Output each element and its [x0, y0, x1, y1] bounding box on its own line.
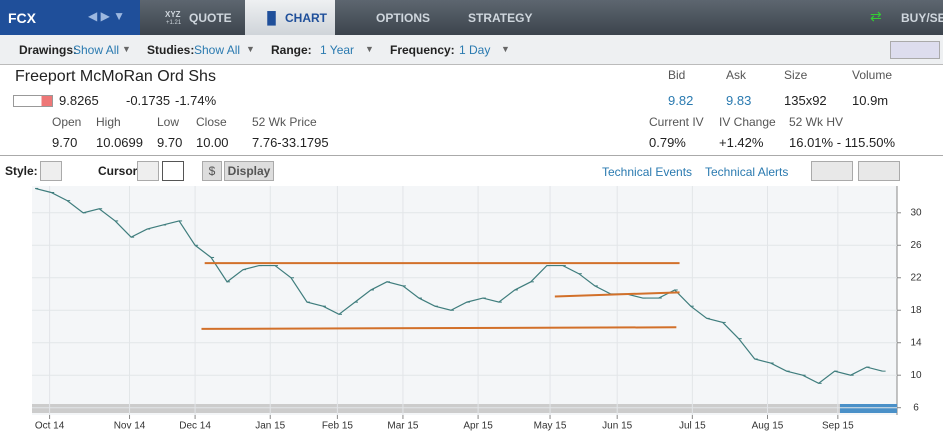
zoom-button[interactable]: [811, 161, 853, 181]
symbol-box[interactable]: [0, 0, 140, 35]
quote-icon-sub: +1.21: [166, 20, 182, 26]
stat-value: 9.70: [157, 135, 183, 150]
x-tick-label: Dec 14: [179, 421, 211, 432]
price-line: [35, 187, 883, 385]
stat-header: Open: [52, 115, 82, 129]
x-tick-label: May 15: [534, 421, 567, 432]
x-tick-label: Mar 15: [387, 421, 419, 432]
symbol[interactable]: FCX: [8, 10, 36, 26]
change: -0.1735: [126, 93, 171, 108]
y-tick-label: 10: [910, 370, 922, 381]
caret: ▼: [122, 44, 131, 54]
scrollbar[interactable]: [32, 404, 897, 413]
studies-select[interactable]: Show All: [194, 43, 241, 57]
style-label: Style:: [5, 164, 38, 178]
technical-alerts[interactable]: Technical Alerts: [705, 165, 789, 179]
tab[interactable]: CHART: [285, 11, 327, 25]
trendline: [554, 291, 680, 298]
divider: [0, 155, 943, 156]
trade-icon: ⇄: [870, 8, 882, 24]
x-tick-label: Aug 15: [752, 421, 784, 432]
display-button[interactable]: Display: [224, 161, 274, 181]
x-tick-label: Jul 15: [679, 421, 706, 432]
stat-value: 10.0699: [96, 135, 143, 150]
stat-value: 9.83: [726, 93, 752, 108]
frequency-label: Frequency:: [390, 43, 455, 57]
stat-value: 135x92: [784, 93, 827, 108]
frequency-select[interactable]: 1 Day: [459, 43, 491, 57]
x-tick-label: Oct 14: [35, 421, 65, 432]
nav-arrows[interactable]: ◀ ▶ ▼: [88, 9, 126, 23]
trendline: [201, 326, 677, 330]
stat-value: 10.9m: [852, 93, 889, 108]
x-tick-label: Sep 15: [822, 421, 854, 432]
tab[interactable]: STRATEGY: [468, 11, 533, 25]
stat-value: +1.42%: [719, 135, 764, 150]
tab-bar: [0, 0, 943, 35]
drawings-label: Drawings:: [19, 43, 78, 57]
cursor-label: Cursor:: [98, 164, 142, 178]
stat-header: High: [96, 115, 121, 129]
stat-value: 0.79%: [649, 135, 686, 150]
caret: ▼: [501, 44, 510, 54]
active-tab-bg: [245, 0, 335, 35]
security-name: Freeport McMoRan Ord Shs: [15, 68, 216, 85]
x-tick-label: Jan 15: [255, 421, 285, 432]
x-tick-label: Nov 14: [114, 421, 146, 432]
scroll-thumb[interactable]: [840, 404, 897, 413]
stat-value: 7.76-33.1795: [252, 135, 329, 150]
y-tick-label: 22: [910, 272, 922, 283]
y-tick-label: 30: [910, 207, 922, 218]
stat-header: Volume: [852, 68, 893, 82]
stat-header: Size: [784, 68, 808, 82]
change-pct: -1.74%: [175, 93, 217, 108]
stat-header: Low: [157, 115, 180, 129]
y-tick-label: 6: [913, 402, 919, 413]
cursor-line[interactable]: [137, 161, 159, 181]
cursor-pointer[interactable]: [162, 161, 184, 181]
caret: ▼: [365, 44, 374, 54]
last-price: 9.8265: [59, 93, 99, 108]
stat-value: 16.01% - 115.50%: [789, 135, 895, 150]
stat-value: 10.00: [196, 135, 229, 150]
tab[interactable]: QUOTE: [189, 11, 232, 25]
quote-icon: XYZ: [165, 10, 181, 19]
y-tick-label: 14: [910, 337, 922, 348]
caret: ▼: [246, 44, 255, 54]
x-tick-label: Jun 15: [602, 421, 632, 432]
buy-sell[interactable]: BUY/SEL: [901, 11, 943, 25]
chart-icon: ▐▌: [263, 11, 281, 25]
window-buttons[interactable]: [890, 41, 940, 59]
stat-header: 52 Wk HV: [789, 115, 844, 129]
stat-header: IV Change: [719, 115, 776, 129]
technical-events[interactable]: Technical Events: [602, 165, 693, 179]
style-button[interactable]: [40, 161, 62, 181]
stat-value: 9.70: [52, 135, 78, 150]
chart: 6 10 14 18 22 26 30 Oct 14 Nov 14 Dec 14 Jan 15 Feb…: [32, 186, 922, 432]
range-label: Range:: [271, 43, 312, 57]
toolbar: [0, 35, 943, 65]
quote-icons[interactable]: [13, 95, 53, 107]
y-tick-label: 18: [910, 305, 922, 316]
stat-value: 9.82: [668, 93, 694, 108]
drawings-select[interactable]: Show All: [73, 43, 120, 57]
plot-area: [32, 186, 897, 415]
plot: 6 10 14 18 22 26 30 Oct 14 Nov 14 Dec 14 Jan 15 Feb…: [32, 186, 922, 432]
stat-header: 52 Wk Price: [252, 115, 317, 129]
x-tick-label: Feb 15: [322, 421, 354, 432]
stat-header: Current IV: [649, 115, 704, 129]
x-tick-label: Apr 15: [463, 421, 493, 432]
range-select[interactable]: 1 Year: [320, 43, 355, 57]
stat-header: Bid: [668, 68, 686, 82]
studies-label: Studies:: [147, 43, 195, 57]
stat-header: Close: [196, 115, 227, 129]
expand-button[interactable]: [858, 161, 900, 181]
stat-header: Ask: [726, 68, 747, 82]
dollar-button[interactable]: $: [202, 161, 222, 181]
y-tick-label: 26: [910, 240, 922, 251]
tab[interactable]: OPTIONS: [376, 11, 431, 25]
